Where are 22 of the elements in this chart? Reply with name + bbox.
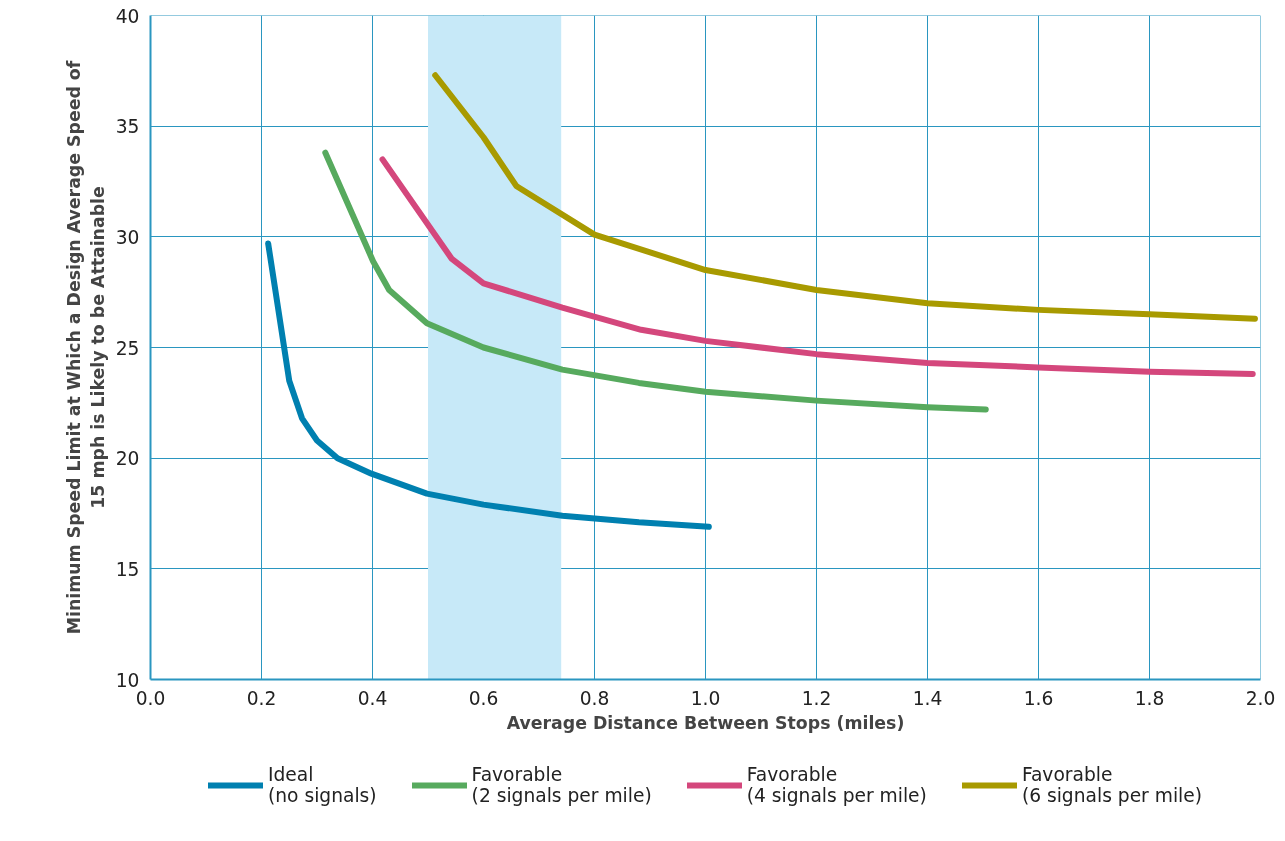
- x-tick-label: 1.2: [801, 687, 832, 709]
- y-tick-label: 15: [115, 558, 140, 580]
- y-tick-label: 40: [115, 5, 140, 27]
- x-tick-label: 1.0: [690, 687, 721, 709]
- legend-label: Favorable (6 signals per mile): [1021, 764, 1203, 806]
- y-tick-label: 25: [115, 337, 140, 359]
- x-tick-label: 0.2: [246, 687, 277, 709]
- legend-label: Favorable (2 signals per mile): [471, 764, 652, 806]
- x-tick-label: 0.4: [357, 687, 388, 709]
- legend-label: Favorable (4 signals per mile): [746, 764, 927, 806]
- x-tick-label: 0.6: [468, 687, 499, 709]
- y-axis-title: Minimum Speed Limit at Which a Design Average Speed of 15 mph is Likely to be Attainable: [63, 60, 108, 635]
- x-tick-label: 1.8: [1134, 687, 1165, 709]
- y-tick-label: 35: [115, 116, 140, 138]
- legend-label: Ideal (no signals): [267, 764, 377, 806]
- y-tick-label: 20: [115, 448, 140, 470]
- x-axis-title: Average Distance Between Stops (miles): [506, 712, 905, 733]
- y-tick-label: 30: [115, 226, 140, 248]
- x-tick-label: 1.6: [1023, 687, 1054, 709]
- x-tick-label: 0.8: [579, 687, 610, 709]
- x-tick-label: 2.0: [1245, 687, 1276, 709]
- x-tick-label: 1.4: [912, 687, 943, 709]
